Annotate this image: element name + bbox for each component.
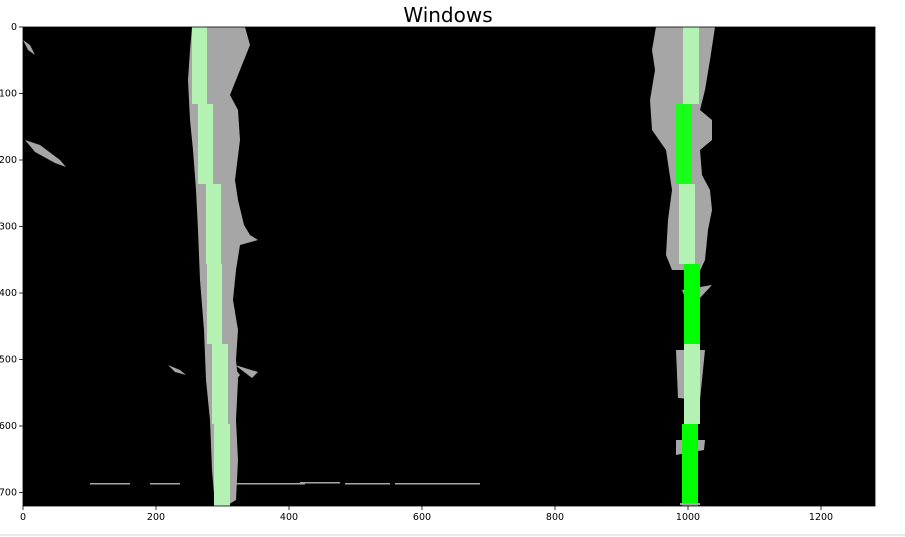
x-tick-label: 600 [413,512,431,523]
y-tick-label: 500 [0,355,17,366]
y-tick-label: 200 [0,155,17,166]
x-tick-label: 1200 [809,512,833,523]
image-plot [22,26,876,507]
y-tick-label: 300 [0,222,17,233]
y-axis: 0 100 200 300 400 500 600 700 [0,22,23,499]
x-axis: 0 200 400 600 800 1000 1200 [20,506,833,523]
x-tick-label: 400 [280,512,298,523]
figure-title: Windows [403,3,492,27]
x-tick-label: 1000 [676,512,700,523]
y-tick-label: 0 [11,22,17,33]
x-tick-label: 800 [546,512,564,523]
y-tick-label: 400 [0,288,17,299]
y-tick-label: 100 [0,89,17,100]
x-tick-label: 0 [20,512,26,523]
x-tick-label: 200 [147,512,165,523]
axes-frame [22,26,876,507]
binary-warped-image [23,27,875,506]
right-lane-windows [676,27,700,506]
left-lane-windows [192,27,230,506]
y-tick-label: 600 [0,421,17,432]
y-tick-label: 700 [0,488,17,499]
noise-pixels [23,40,700,505]
